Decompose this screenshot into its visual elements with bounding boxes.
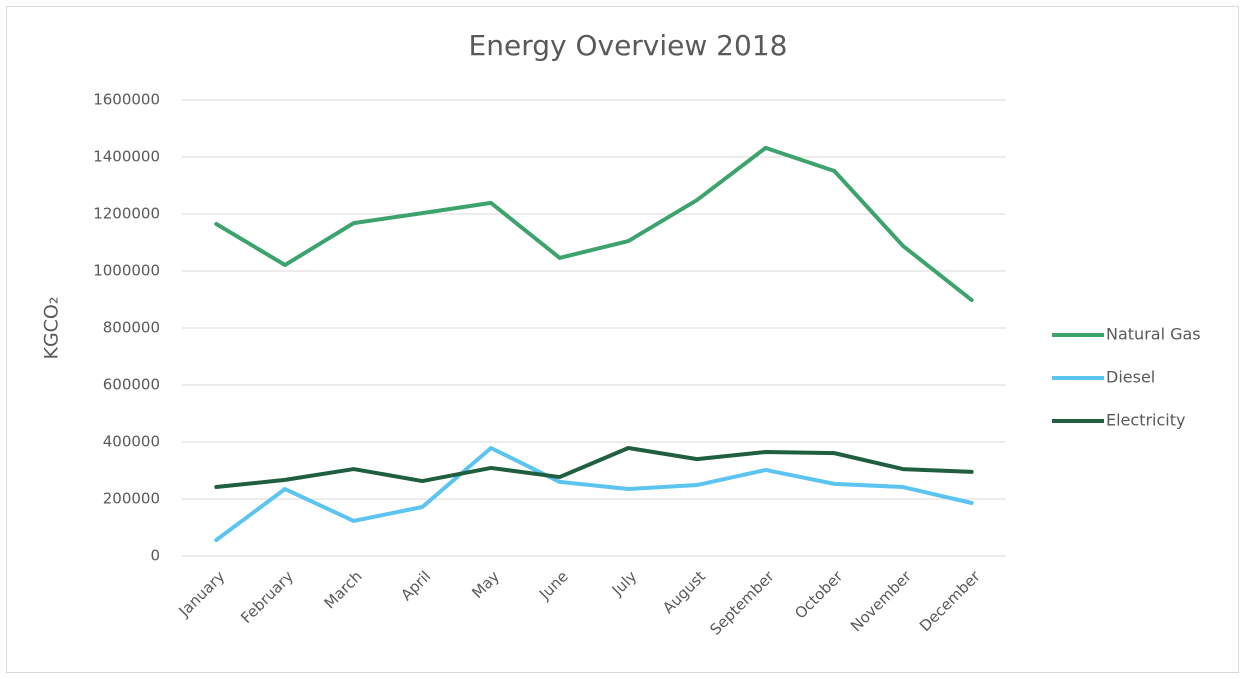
y-tick-label: 1400000 <box>93 148 160 166</box>
y-tick-label: 400000 <box>103 433 160 451</box>
y-tick-label: 1600000 <box>93 91 160 109</box>
y-tick-label: 600000 <box>103 376 160 394</box>
chart-frame <box>6 6 1239 673</box>
y-tick-label: 1000000 <box>93 262 160 280</box>
chart-title: Energy Overview 2018 <box>469 29 788 62</box>
y-tick-label: 200000 <box>103 490 160 508</box>
legend-label: Electricity <box>1106 411 1185 430</box>
series-line <box>214 445 974 543</box>
legend-label: Diesel <box>1106 368 1155 387</box>
legend-label: Natural Gas <box>1106 325 1201 344</box>
y-tick-label: 0 <box>150 547 160 565</box>
y-tick-label: 1200000 <box>93 205 160 223</box>
series-line <box>214 145 974 303</box>
y-axis-label: KGCO₂ <box>41 296 63 359</box>
series-line <box>214 445 974 490</box>
y-tick-label: 800000 <box>103 319 160 337</box>
